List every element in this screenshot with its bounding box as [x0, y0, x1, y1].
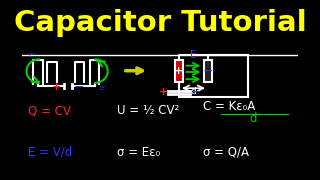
Text: C = Kε₀A: C = Kε₀A: [203, 100, 255, 113]
Text: e⁻: e⁻: [100, 85, 108, 91]
Text: E = V/d: E = V/d: [28, 146, 72, 159]
Text: +: +: [52, 82, 61, 92]
Text: −: −: [74, 81, 84, 94]
FancyBboxPatch shape: [204, 60, 212, 82]
Text: e⁻: e⁻: [28, 52, 36, 58]
FancyBboxPatch shape: [175, 60, 183, 82]
Text: σ = Q/A: σ = Q/A: [203, 146, 249, 159]
Text: Capacitor Tutorial: Capacitor Tutorial: [14, 8, 306, 37]
Text: −: −: [190, 86, 201, 99]
Text: −: −: [203, 65, 213, 78]
Text: Q = CV: Q = CV: [28, 104, 71, 117]
Text: d: d: [250, 112, 257, 125]
Text: +: +: [159, 87, 168, 97]
Text: d: d: [191, 87, 196, 96]
Text: E: E: [190, 50, 196, 60]
Text: σ = Eε₀: σ = Eε₀: [117, 146, 160, 159]
Text: U = ¹⁄₂ CV²: U = ¹⁄₂ CV²: [117, 104, 180, 117]
Text: +: +: [174, 66, 184, 76]
